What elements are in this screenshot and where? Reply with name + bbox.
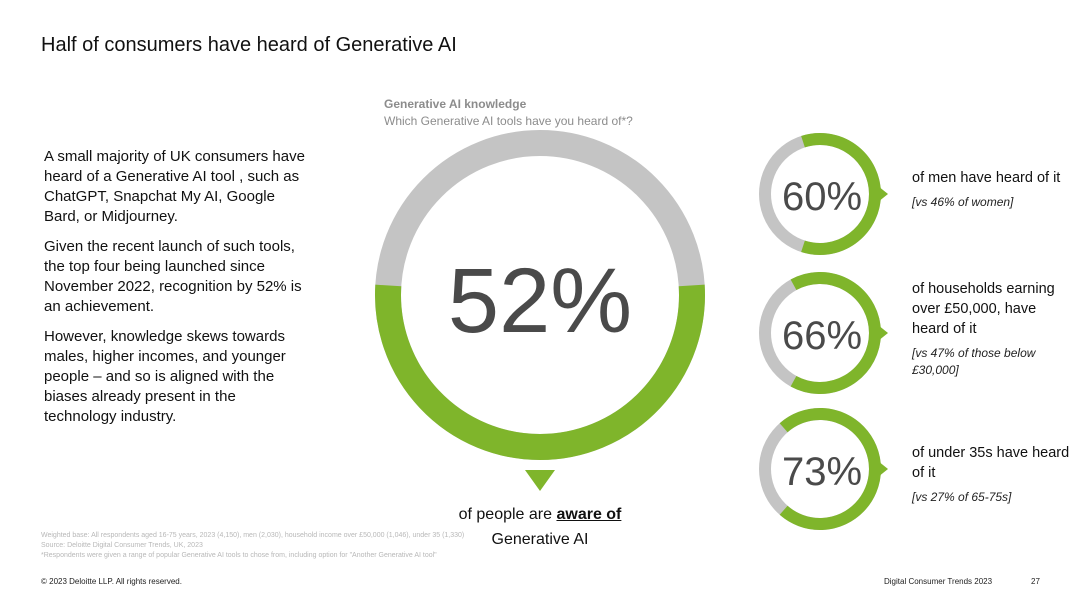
body-text: A small majority of UK consumers have he… <box>44 147 309 437</box>
main-donut-pointer <box>525 470 555 491</box>
caption-suffix: Generative AI <box>491 531 589 548</box>
copyright: © 2023 Deloitte LLP. All rights reserved… <box>41 577 182 586</box>
footnote-asterisk: *Respondents were given a range of popul… <box>41 552 437 559</box>
stat-men-comparison: [vs 46% of women] <box>912 195 1014 209</box>
stat-men: of men have heard of it [vs 46% of women… <box>912 168 1072 211</box>
body-paragraph-2: Given the recent launch of such tools, t… <box>44 238 302 315</box>
caption-prefix: of people are <box>458 506 553 523</box>
men-donut-chart: 60% <box>759 133 888 255</box>
men-donut-label: 60% <box>782 175 862 219</box>
report-name: Digital Consumer Trends 2023 <box>884 577 993 586</box>
stat-men-description: of men have heard of it <box>912 170 1061 186</box>
stat-households: of households earning over £50,000, have… <box>912 279 1072 379</box>
main-donut-label: 52% <box>448 250 632 352</box>
stat-under-35s-comparison: [vs 27% of 65-75s] <box>912 490 1012 504</box>
under-35s-donut-label: 73% <box>782 450 862 494</box>
footnotes: Weighted base: All respondents aged 16-7… <box>41 531 464 561</box>
under-35s-donut-pointer <box>873 457 888 481</box>
households-donut-chart: 66% <box>759 272 888 394</box>
caption-emphasis: aware of <box>556 506 622 523</box>
chart-subtitle: Which Generative AI tools have you heard… <box>384 114 633 128</box>
under-35s-donut-chart: 73% <box>759 408 888 530</box>
main-donut-arc <box>375 284 705 460</box>
footnote-source: Source: Deloitte Digital Consumer Trends… <box>41 542 203 549</box>
stat-under-35s-description: of under 35s have heard of it <box>912 445 1070 481</box>
page-number: 27 <box>1031 577 1040 586</box>
body-paragraph-1: A small majority of UK consumers have he… <box>44 148 305 225</box>
chart-title: Generative AI knowledge <box>384 97 527 111</box>
stat-households-comparison: [vs 47% of those below £30,000] <box>912 346 1036 377</box>
households-donut-label: 66% <box>782 314 862 358</box>
body-paragraph-3: However, knowledge skews towards males, … <box>44 328 286 425</box>
main-caption: of people are aware of Generative AI <box>420 502 660 552</box>
footnote-base: Weighted base: All respondents aged 16-7… <box>41 532 465 539</box>
households-donut-pointer <box>873 321 888 345</box>
men-donut-pointer <box>873 182 888 206</box>
main-donut-chart: 52% <box>375 130 705 491</box>
stat-under-35s: of under 35s have heard of it [vs 27% of… <box>912 443 1072 506</box>
chart-header: Generative AI knowledge Which Generative… <box>384 96 633 130</box>
stat-households-description: of households earning over £50,000, have… <box>912 281 1055 337</box>
page-title: Half of consumers have heard of Generati… <box>41 34 457 56</box>
